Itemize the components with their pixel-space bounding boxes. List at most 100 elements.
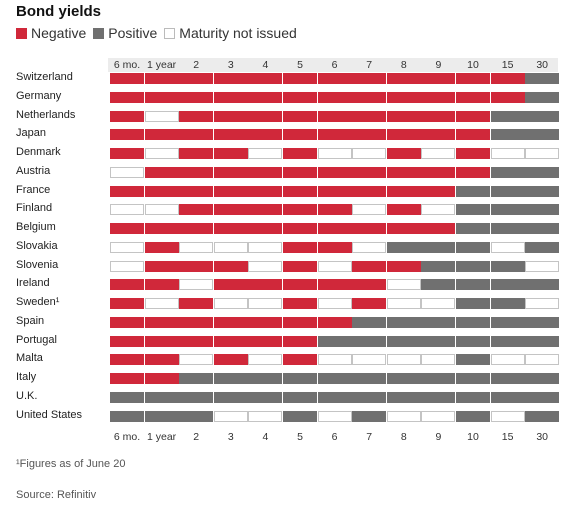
country-label: Germany — [16, 89, 62, 102]
yield-cell — [283, 129, 317, 141]
yield-cell — [386, 185, 421, 197]
yield-cell — [525, 391, 560, 403]
yield-cell — [317, 148, 352, 159]
yield-cell — [386, 110, 421, 122]
column-header-band — [108, 58, 558, 72]
yield-cell — [110, 204, 144, 216]
yield-cell — [283, 148, 317, 159]
yield-cell — [421, 185, 456, 197]
yield-cell — [179, 204, 214, 216]
column-label-bottom: 3 — [227, 431, 234, 443]
yield-cell — [490, 373, 525, 384]
yield-cell — [456, 223, 490, 234]
yield-cell — [283, 373, 317, 384]
yield-cell — [421, 316, 456, 328]
column-label-bottom: 5 — [297, 431, 303, 443]
yield-cell — [421, 410, 456, 422]
yield-cell — [248, 223, 283, 234]
yield-cell — [283, 279, 317, 291]
yield-cell — [110, 354, 144, 366]
yield-cell — [283, 391, 317, 403]
yield-cell — [144, 110, 179, 122]
yield-cell — [110, 260, 144, 272]
yield-cell — [213, 91, 248, 103]
yield-cell — [352, 260, 387, 272]
yield-cell — [456, 335, 490, 347]
legend-label-not-issued: Maturity not issued — [179, 25, 297, 41]
yield-cell — [352, 391, 387, 403]
yield-cell — [386, 260, 421, 272]
yield-cell — [144, 129, 179, 141]
column-label-bottom: 6 mo. — [113, 431, 141, 443]
yield-cell — [144, 91, 179, 103]
yield-cell — [179, 391, 214, 403]
yield-cell — [421, 335, 456, 347]
yield-cell — [110, 241, 144, 253]
yield-cell — [248, 316, 283, 328]
yield-cell — [386, 298, 421, 309]
yield-cell — [421, 91, 456, 103]
column-label-top: 5 — [297, 59, 303, 71]
yield-cell — [456, 185, 490, 197]
column-label-top: 4 — [262, 59, 269, 71]
yield-cell — [317, 354, 352, 366]
yield-cell — [248, 110, 283, 122]
column-label-bottom: 2 — [193, 431, 200, 443]
yield-cell — [317, 373, 352, 384]
column-label-top: 7 — [366, 59, 373, 71]
negative-swatch — [16, 27, 27, 39]
yield-cell — [248, 391, 283, 403]
yield-cell — [525, 148, 560, 159]
yield-cell — [248, 410, 283, 422]
country-label: Japan — [16, 127, 46, 140]
yield-cell — [421, 279, 456, 291]
yield-cell — [352, 241, 387, 253]
column-label-bottom: 6 — [331, 431, 338, 443]
yield-cell — [317, 166, 352, 178]
yield-cell — [456, 148, 490, 159]
yield-cell — [421, 166, 456, 178]
country-label: Slovenia — [16, 258, 59, 271]
yield-cell — [525, 110, 560, 122]
yield-cell — [213, 129, 248, 141]
yield-cell — [456, 410, 490, 422]
yield-cell — [213, 410, 248, 422]
yield-cell — [317, 241, 352, 253]
yield-cell — [456, 260, 490, 272]
yield-cell — [213, 260, 248, 272]
yield-cell — [352, 279, 387, 291]
yield-cell — [144, 316, 179, 328]
yield-cell — [248, 185, 283, 197]
country-label: Austria — [16, 164, 51, 177]
yield-cell — [317, 335, 352, 347]
yield-cell — [283, 91, 317, 103]
column-label-bottom: 7 — [366, 431, 373, 443]
column-label-top: 3 — [227, 59, 234, 71]
yield-cell — [144, 185, 179, 197]
yield-cell — [179, 91, 214, 103]
country-label: Denmark — [16, 146, 61, 158]
yield-cell — [352, 335, 387, 347]
yield-cell — [179, 129, 214, 141]
yield-cell — [213, 373, 248, 384]
yield-cell — [421, 204, 456, 216]
yield-cell — [456, 166, 490, 178]
yield-cell — [525, 185, 560, 197]
yield-cell — [525, 410, 560, 422]
legend-item-not-issued: Maturity not issued — [164, 25, 297, 41]
not-issued-swatch — [164, 27, 176, 39]
yield-cell — [110, 110, 144, 122]
yield-cell — [213, 316, 248, 328]
yield-cell — [490, 298, 525, 309]
yield-cell — [386, 129, 421, 141]
yield-cell — [386, 204, 421, 216]
yield-cell — [421, 223, 456, 234]
yield-cell — [490, 129, 525, 141]
yield-cell — [283, 223, 317, 234]
yield-cell — [110, 298, 144, 309]
yield-cell — [317, 298, 352, 309]
yield-cell — [213, 148, 248, 159]
column-label-top: 1 year — [147, 59, 177, 71]
yield-cell — [456, 391, 490, 403]
yield-cell — [317, 91, 352, 103]
